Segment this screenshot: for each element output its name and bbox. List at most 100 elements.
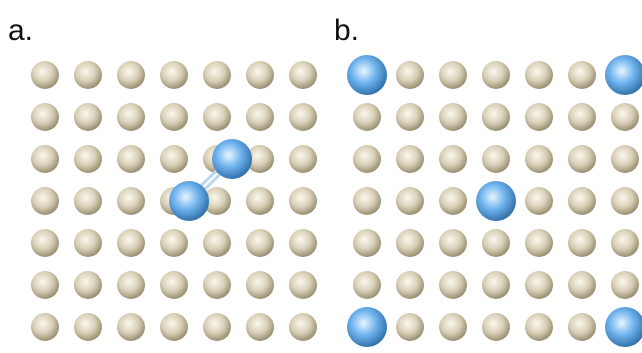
blue-atom (169, 181, 210, 221)
gold-host-atom (246, 103, 274, 131)
gold-host-atom (439, 271, 467, 299)
gold-host-atom (289, 61, 317, 89)
gold-host-atom (203, 187, 231, 215)
gold-host-atom (611, 187, 639, 215)
gold-host-atom (525, 271, 553, 299)
gold-host-atom (353, 145, 381, 173)
gold-host-atom (117, 187, 145, 215)
gold-host-atom (31, 61, 59, 89)
gold-host-atom (439, 187, 467, 215)
gold-host-atom (203, 271, 231, 299)
gold-host-atom (482, 145, 510, 173)
gold-host-atom (117, 229, 145, 257)
gold-host-atom (611, 229, 639, 257)
gold-host-atom (246, 313, 274, 341)
gold-host-atom (160, 229, 188, 257)
gold-host-atom (160, 271, 188, 299)
gold-host-atom (525, 145, 553, 173)
gold-host-atom (525, 61, 553, 89)
gold-host-atom (31, 271, 59, 299)
gold-host-atom (246, 271, 274, 299)
blue-atom (212, 139, 253, 179)
gold-host-atom (203, 61, 231, 89)
gold-host-atom (289, 145, 317, 173)
blue-atom (605, 307, 642, 347)
gold-host-atom (160, 313, 188, 341)
gold-host-atom (568, 229, 596, 257)
blue-atom (476, 181, 516, 221)
gold-host-atom (117, 313, 145, 341)
gold-host-atom (396, 187, 424, 215)
gold-host-atom (396, 271, 424, 299)
panel-a-label: a. (8, 14, 33, 47)
gold-host-atom (289, 313, 317, 341)
gold-host-atom (353, 187, 381, 215)
gold-host-atom (117, 271, 145, 299)
gold-host-atom (396, 145, 424, 173)
gold-host-atom (568, 271, 596, 299)
gold-host-atom (160, 103, 188, 131)
gold-host-atom (568, 313, 596, 341)
blue-atom (347, 307, 387, 347)
gold-host-atom (439, 313, 467, 341)
gold-host-atom (74, 145, 102, 173)
gold-host-atom (203, 103, 231, 131)
gold-host-atom (439, 145, 467, 173)
gold-host-atom (396, 61, 424, 89)
gold-host-atom (396, 313, 424, 341)
gold-host-atom (74, 103, 102, 131)
gold-host-atom (525, 313, 553, 341)
gold-host-atom (611, 145, 639, 173)
gold-host-atom (482, 103, 510, 131)
gold-host-atom (289, 187, 317, 215)
gold-host-atom (439, 61, 467, 89)
panel-a-lattice (31, 61, 317, 341)
gold-host-atom (74, 271, 102, 299)
gold-host-atom (568, 103, 596, 131)
gold-host-atom (611, 271, 639, 299)
gold-host-atom (117, 145, 145, 173)
gold-host-atom (568, 187, 596, 215)
blue-atom (347, 55, 387, 95)
gold-host-atom (246, 229, 274, 257)
gold-host-atom (482, 313, 510, 341)
gold-host-atom (482, 229, 510, 257)
gold-host-atom (31, 103, 59, 131)
gold-host-atom (203, 313, 231, 341)
gold-host-atom (160, 145, 188, 173)
gold-host-atom (439, 103, 467, 131)
gold-host-atom (525, 229, 553, 257)
gold-host-atom (482, 61, 510, 89)
gold-host-atom (568, 145, 596, 173)
gold-host-atom (203, 229, 231, 257)
gold-host-atom (74, 313, 102, 341)
gold-host-atom (289, 103, 317, 131)
gold-host-atom (482, 271, 510, 299)
gold-host-atom (396, 103, 424, 131)
panel-b-lattice (347, 55, 642, 347)
gold-host-atom (74, 187, 102, 215)
gold-host-atom (396, 229, 424, 257)
gold-host-atom (439, 229, 467, 257)
gold-host-atom (353, 103, 381, 131)
gold-host-atom (117, 103, 145, 131)
gold-host-atom (246, 145, 274, 173)
gold-host-atom (525, 187, 553, 215)
gold-host-atom (74, 229, 102, 257)
gold-host-atom (289, 229, 317, 257)
gold-host-atom (525, 103, 553, 131)
gold-host-atom (31, 229, 59, 257)
gold-host-atom (31, 145, 59, 173)
gold-host-atom (246, 61, 274, 89)
gold-host-atom (353, 271, 381, 299)
gold-host-atom (74, 61, 102, 89)
gold-host-atom (568, 61, 596, 89)
gold-host-atom (611, 103, 639, 131)
blue-atom (605, 55, 642, 95)
gold-host-atom (246, 187, 274, 215)
gold-host-atom (31, 313, 59, 341)
panel-b-label: b. (334, 14, 359, 47)
gold-host-atom (31, 187, 59, 215)
gold-host-atom (160, 61, 188, 89)
